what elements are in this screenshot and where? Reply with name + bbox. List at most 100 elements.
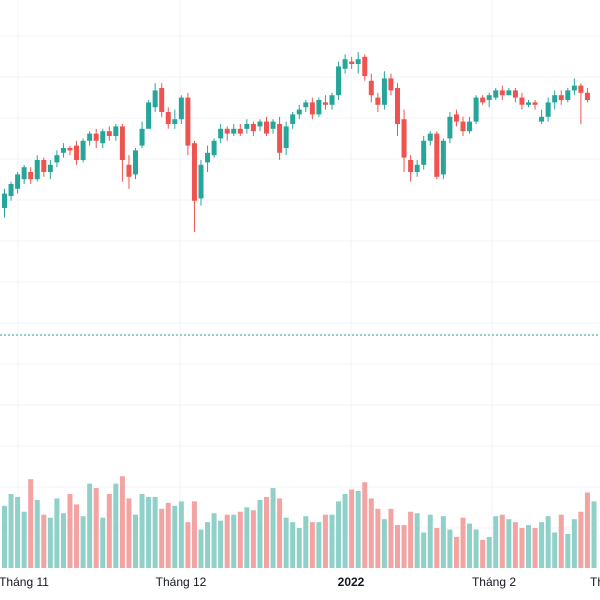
candle [434,131,440,180]
volume-bar [87,483,93,568]
volume-bar [283,517,289,568]
candle-body [473,97,479,122]
candle-body [355,59,361,64]
volume-bar [270,488,276,568]
candle-body [178,97,184,120]
candle-body [264,121,269,134]
candle [165,107,171,129]
candle [329,92,335,110]
x-tick-label: 2022 [338,575,365,589]
candle [198,160,204,206]
candle-body [41,160,47,172]
candle-body [460,121,466,132]
candle [15,172,21,194]
candle [133,148,138,180]
volume-bar [532,528,538,568]
volume-bar [60,513,66,568]
candle-body [283,126,289,148]
candle [2,188,7,218]
candle-body [427,133,433,141]
x-axis: Tháng 11 Tháng 12 2022 Tháng 2 Th [0,575,600,589]
candle [191,140,197,232]
candle [349,56,355,69]
candle-body [434,133,440,177]
volume-bar [519,528,525,568]
candle [126,155,132,189]
candle-body [316,100,322,115]
candle-body [552,95,558,103]
volume-bar [74,504,80,568]
candle [231,124,237,136]
volume-bar [460,517,466,568]
candle-body [421,140,427,165]
candle-body [244,124,250,129]
candle [87,131,93,146]
volume-bar [139,494,145,568]
candle [571,78,577,96]
volume-bar [336,501,342,568]
volume-bar [231,514,237,568]
candle [185,92,191,156]
candle-body [329,95,335,105]
candle-body [231,128,237,134]
candle [54,150,60,168]
candle [113,124,119,141]
candle-body [480,97,486,103]
candle [67,145,73,156]
candle-body [512,90,518,98]
volume-bar [427,514,433,568]
candle-body [224,128,230,134]
candle-body [80,140,86,160]
candle-body [388,78,394,91]
volume-bar [290,522,296,568]
volume-bar [211,513,217,568]
candle [60,143,66,158]
candle [539,109,545,124]
volume-bar [539,522,545,568]
volume-bar [584,492,590,568]
candle [100,128,106,148]
candle-body [309,102,315,115]
candle-body [237,128,243,134]
candle-body [218,128,224,139]
candle [205,145,211,172]
candle-body [395,88,400,124]
volume-bar [578,511,584,568]
candle-body [375,97,381,105]
candle [368,73,374,103]
candle [264,116,269,136]
grid [0,0,600,568]
candle-body [342,59,348,69]
volume-bar [152,496,158,568]
candle-body [67,148,73,151]
volume-bar [434,528,440,568]
candle [146,100,152,129]
volume-bar [28,479,34,568]
volume-bar [408,511,414,568]
volume-bar [67,494,73,568]
candle-series [2,52,590,232]
candle [395,83,400,136]
candle-body [290,114,296,124]
candle [388,73,394,96]
candle-body [106,131,112,136]
volume-bar [224,514,230,568]
volume-bar [480,539,486,568]
volume-bar [440,516,446,568]
candle-body [539,116,545,122]
candle [34,155,40,182]
candle [296,104,302,120]
candle-body [205,152,211,163]
candle-body [322,102,328,105]
candle [453,109,459,127]
volume-bar [113,483,119,568]
candle-body [139,128,145,146]
candle-body [349,61,355,64]
candle-body [362,56,368,76]
candle [427,131,433,146]
candle [237,124,243,136]
candle [532,100,538,110]
volume-bar [329,514,335,568]
volume-bar [54,498,60,568]
